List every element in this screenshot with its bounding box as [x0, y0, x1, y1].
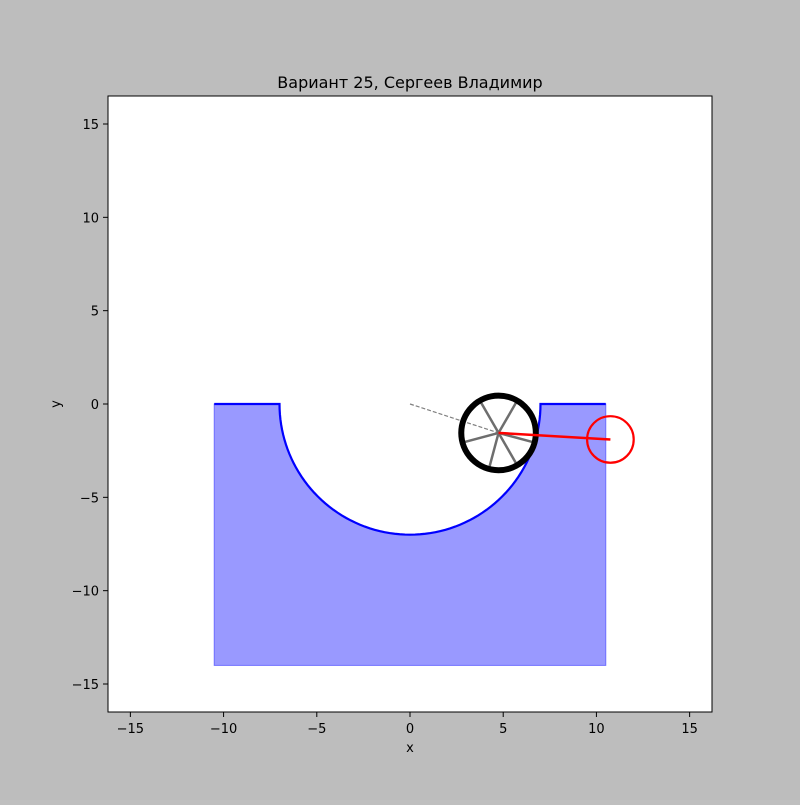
- chart-title: Вариант 25, Сергеев Владимир: [277, 73, 542, 92]
- y-axis-label: y: [49, 400, 64, 408]
- y-tick-label: −10: [72, 585, 99, 600]
- x-tick-label: −15: [117, 722, 144, 737]
- wheel-rim: [458, 392, 539, 474]
- guide-dashed-line: [409, 403, 499, 434]
- x-tick-label: 5: [499, 722, 507, 737]
- y-axis-ticks: −15 −10 −5 0 5 10 15: [72, 118, 108, 693]
- x-tick-label: −5: [307, 722, 326, 737]
- wheel-spoke-5: [487, 432, 500, 470]
- wheel-spoke-3: [478, 400, 500, 434]
- x-tick-label: −10: [210, 722, 237, 737]
- y-tick-label: −5: [80, 491, 99, 506]
- wheel-spoke-2: [497, 400, 519, 434]
- y-tick-label: 0: [91, 398, 99, 413]
- pendulum-bob: [585, 415, 635, 464]
- y-tick-label: 10: [82, 211, 99, 226]
- wheel-spoke-6: [497, 432, 519, 466]
- pendulum-rod: [498, 431, 611, 441]
- wheel-spoke-1: [498, 431, 535, 444]
- x-axis-label: x: [406, 741, 414, 756]
- plot-marks: [213, 392, 635, 666]
- x-tick-label: 0: [406, 722, 414, 737]
- wheel-spoke-4: [462, 431, 499, 444]
- x-axis-ticks: −15 −10 −5 0 5 10 15: [117, 712, 698, 737]
- y-tick-label: 5: [91, 305, 99, 320]
- y-tick-label: 15: [82, 118, 99, 133]
- y-tick-label: −15: [72, 678, 99, 693]
- x-tick-label: 10: [588, 722, 605, 737]
- x-tick-label: 15: [681, 722, 698, 737]
- track-line: [214, 402, 606, 536]
